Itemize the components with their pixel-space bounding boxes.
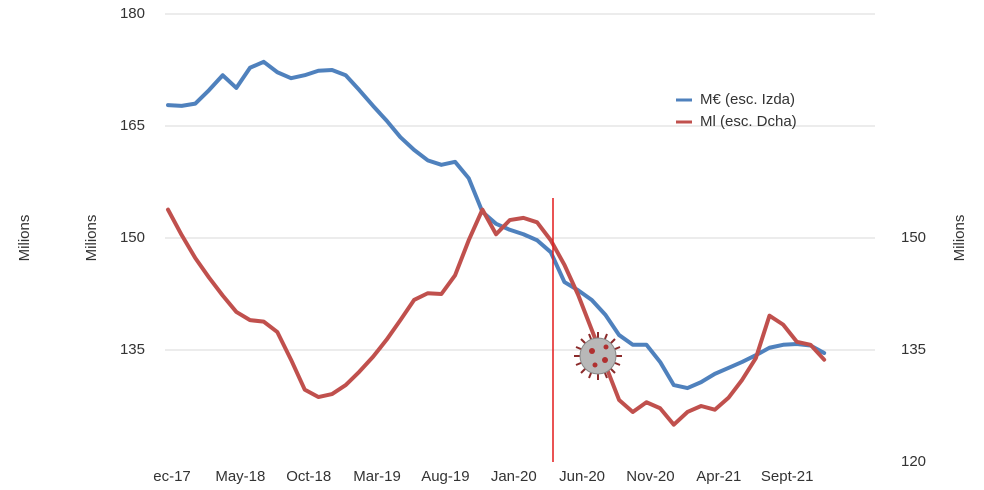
- y2-tick-label: 135: [901, 341, 926, 358]
- chart: Milions Milions Milions 1351501651801201…: [0, 0, 984, 490]
- virus-icon: [574, 332, 622, 380]
- legend-label: Ml (esc. Dcha): [700, 113, 797, 130]
- x-tick-label: Nov-20: [626, 468, 674, 485]
- y2-tick-label: 150: [901, 229, 926, 246]
- x-tick-label: Oct-18: [286, 468, 331, 485]
- x-tick-label: Jun-20: [559, 468, 605, 485]
- y-axis-title: Milions: [83, 215, 100, 262]
- x-tick-label: Apr-21: [696, 468, 741, 485]
- legend-label: M€ (esc. Izda): [700, 91, 795, 108]
- y-tick-label: 165: [120, 117, 145, 134]
- x-tick-label: ec-17: [153, 468, 191, 485]
- x-tick-label: Jan-20: [491, 468, 537, 485]
- x-tick-label: Sept-21: [761, 468, 814, 485]
- y2-axis-title: Milions: [951, 215, 968, 262]
- y-tick-label: 180: [120, 5, 145, 22]
- x-tick-label: Aug-19: [421, 468, 469, 485]
- y-tick-label: 135: [120, 341, 145, 358]
- y-axis-title-outer: Milions: [16, 215, 33, 262]
- series-line: [168, 62, 824, 388]
- x-tick-label: Mar-19: [353, 468, 401, 485]
- plot-area: 135 150 165 180 120 135 150 ec-17 May-18 Oct-18 Ma…: [120, 5, 926, 485]
- y2-tick-label: 120: [901, 453, 926, 470]
- series-line: [168, 210, 824, 425]
- y-tick-label: 150: [120, 229, 145, 246]
- x-tick-label: May-18: [215, 468, 265, 485]
